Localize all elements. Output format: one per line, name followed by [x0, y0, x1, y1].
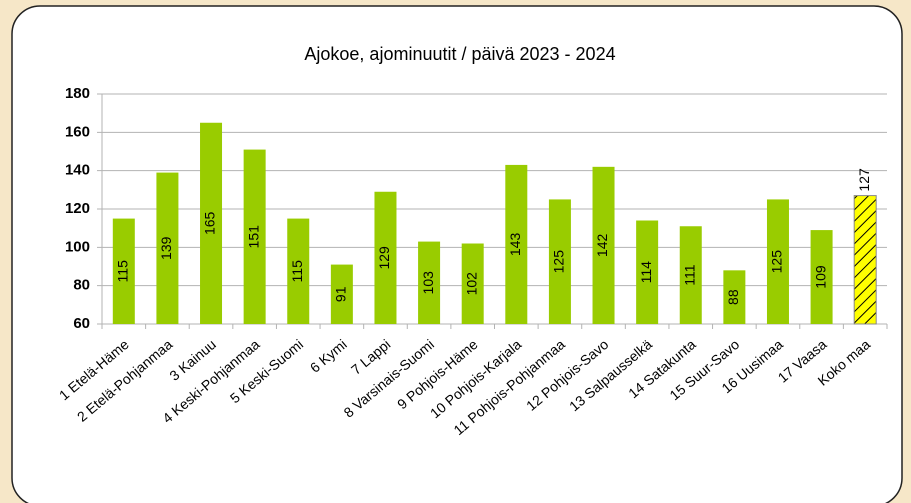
bar: [112, 218, 135, 324]
bar: [810, 230, 833, 324]
bar: [636, 220, 659, 324]
bar: [374, 191, 397, 324]
bar: [505, 164, 528, 324]
bar: [592, 166, 615, 324]
bar: [243, 149, 266, 324]
bar: [418, 241, 441, 324]
data-label: 151: [245, 225, 261, 249]
data-label: 139: [158, 236, 174, 260]
data-label: 102: [463, 272, 479, 296]
data-label: 114: [638, 261, 654, 284]
y-tick-label: 80: [73, 277, 90, 294]
bar: [287, 218, 310, 324]
data-label: 109: [812, 265, 828, 289]
bar: [766, 199, 789, 324]
data-label: 129: [376, 246, 392, 270]
bar: [679, 226, 702, 324]
data-label: 125: [769, 250, 785, 274]
bar: [461, 243, 484, 324]
bar: [723, 270, 746, 324]
data-label: 91: [333, 286, 349, 302]
y-tick-label: 60: [73, 315, 90, 332]
y-tick-label: 160: [65, 123, 90, 140]
data-label: 165: [202, 211, 218, 235]
y-tick-label: 140: [65, 162, 90, 179]
bar: [200, 122, 223, 324]
data-label: 115: [115, 260, 131, 283]
y-tick-label: 180: [65, 85, 90, 102]
bar: [156, 172, 179, 324]
data-label: 125: [551, 250, 567, 274]
bar: [330, 264, 353, 324]
y-tick-label: 120: [65, 200, 90, 217]
chart-title: Ajokoe, ajominuutit / päivä 2023 - 2024: [304, 44, 615, 64]
data-label: 142: [594, 234, 610, 258]
data-label: 143: [507, 233, 523, 257]
bar: [548, 199, 571, 324]
data-label: 111: [681, 264, 697, 285]
bar: [853, 195, 877, 325]
data-label: 103: [420, 271, 436, 295]
card: [11, 5, 903, 503]
data-label: 115: [289, 260, 305, 283]
y-tick-label: 100: [65, 238, 90, 255]
data-label: 88: [725, 289, 741, 305]
data-label: 127: [856, 168, 872, 192]
